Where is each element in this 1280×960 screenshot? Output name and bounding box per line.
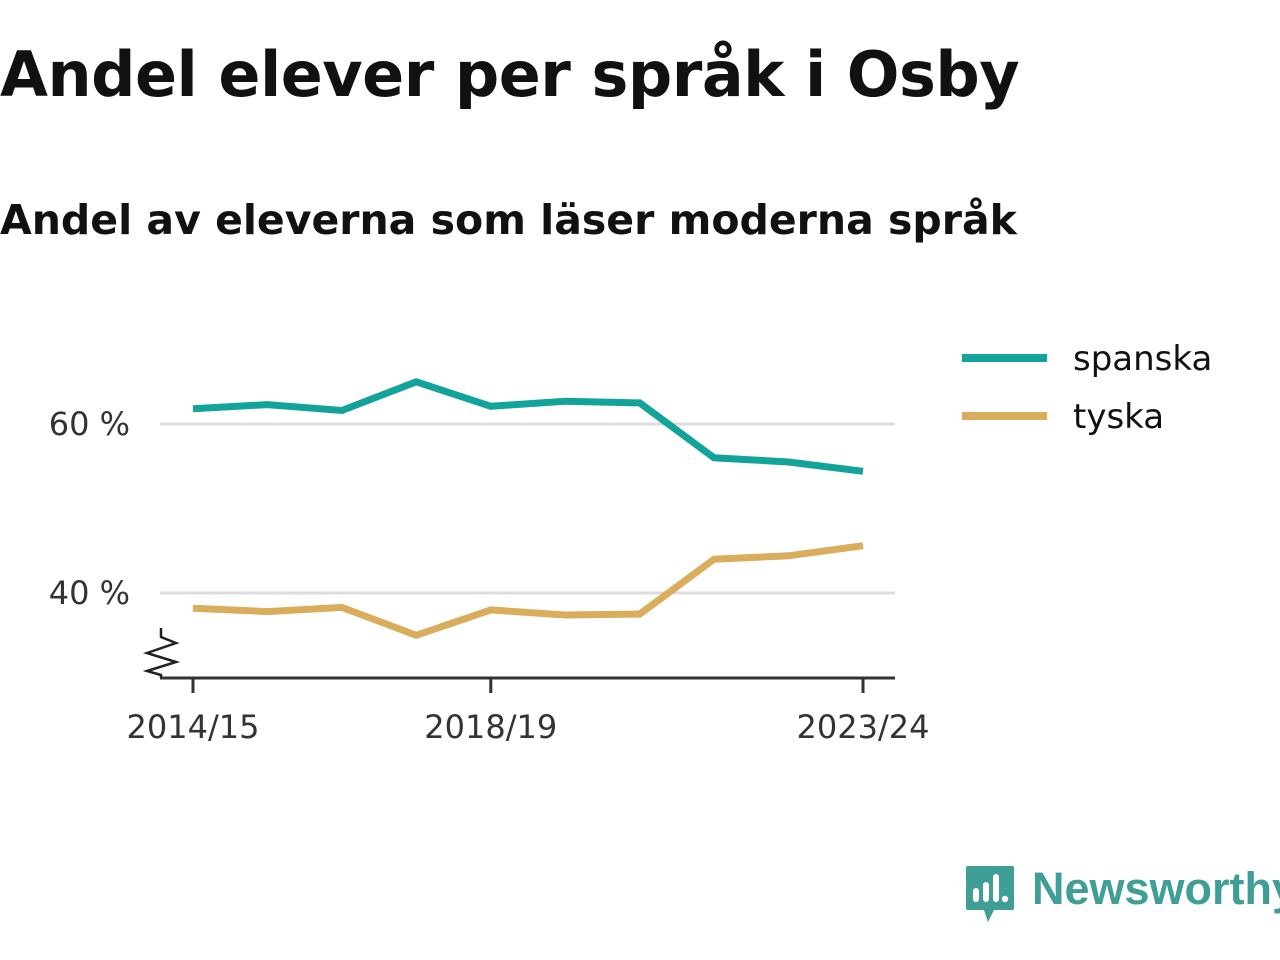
x-tick-label: 2018/19: [424, 708, 557, 746]
series-line-tyska: [192, 542, 864, 640]
legend-label-tyska: tyska: [1073, 397, 1164, 437]
legend-label-spanska: spanska: [1073, 339, 1212, 379]
newsworthy-logo-text: Newsworthy: [1032, 863, 1280, 914]
legend: spanska tyska: [962, 339, 1212, 437]
chart-subtitle: Andel av eleverna som läser moderna språ…: [0, 196, 1017, 244]
series-line-spanska: [192, 378, 864, 475]
series-lines: [192, 378, 864, 640]
newsworthy-logo: Newsworthy: [964, 864, 1280, 928]
x-tick-label: 2014/15: [127, 708, 260, 746]
axes: 40 % 60 % 2014/15 2018/19 2023/24: [49, 405, 930, 746]
newsworthy-logo-icon: [966, 866, 1014, 922]
gridlines: [160, 422, 895, 595]
chart-title: Andel elever per språk i Osby: [0, 38, 1020, 111]
y-tick-label: 60 %: [49, 405, 130, 443]
y-axis-break-icon: [142, 628, 181, 678]
y-tick-label: 40 %: [49, 574, 130, 612]
x-tick-label: 2023/24: [797, 708, 930, 746]
